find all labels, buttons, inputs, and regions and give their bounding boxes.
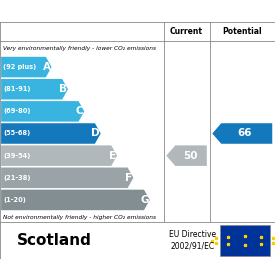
Text: Very environmentally friendly - lower CO₂ emissions: Very environmentally friendly - lower CO… <box>3 46 156 51</box>
Text: EU Directive
2002/91/EC: EU Directive 2002/91/EC <box>169 230 216 251</box>
Polygon shape <box>1 101 84 122</box>
Text: (92 plus): (92 plus) <box>3 64 37 70</box>
Text: 50: 50 <box>183 151 198 161</box>
Polygon shape <box>1 190 150 210</box>
Text: Potential: Potential <box>222 27 262 36</box>
Text: Scotland: Scotland <box>16 233 91 248</box>
Text: (39-54): (39-54) <box>3 153 31 159</box>
Text: F: F <box>125 173 133 183</box>
Polygon shape <box>1 79 68 99</box>
Text: (55-68): (55-68) <box>3 131 31 136</box>
Text: (1-20): (1-20) <box>3 197 26 203</box>
Text: C: C <box>76 106 84 116</box>
Text: (69-80): (69-80) <box>3 108 31 114</box>
Text: (21-38): (21-38) <box>3 175 31 181</box>
Text: A: A <box>43 62 51 72</box>
Polygon shape <box>1 57 52 77</box>
Text: E: E <box>109 151 116 161</box>
Text: B: B <box>59 84 67 94</box>
Text: Current: Current <box>170 27 203 36</box>
Text: G: G <box>141 195 149 205</box>
Text: 66: 66 <box>238 128 252 139</box>
Text: Environmental Impact (CO₂) Rating: Environmental Impact (CO₂) Rating <box>28 6 247 16</box>
FancyBboxPatch shape <box>220 225 270 256</box>
Text: Not environmentally friendly - higher CO₂ emissions: Not environmentally friendly - higher CO… <box>3 214 156 219</box>
Polygon shape <box>1 168 133 188</box>
Text: (81-91): (81-91) <box>3 86 31 92</box>
Text: D: D <box>91 128 100 139</box>
Polygon shape <box>212 123 272 144</box>
Polygon shape <box>1 145 117 166</box>
Polygon shape <box>166 145 207 166</box>
Polygon shape <box>1 123 101 144</box>
